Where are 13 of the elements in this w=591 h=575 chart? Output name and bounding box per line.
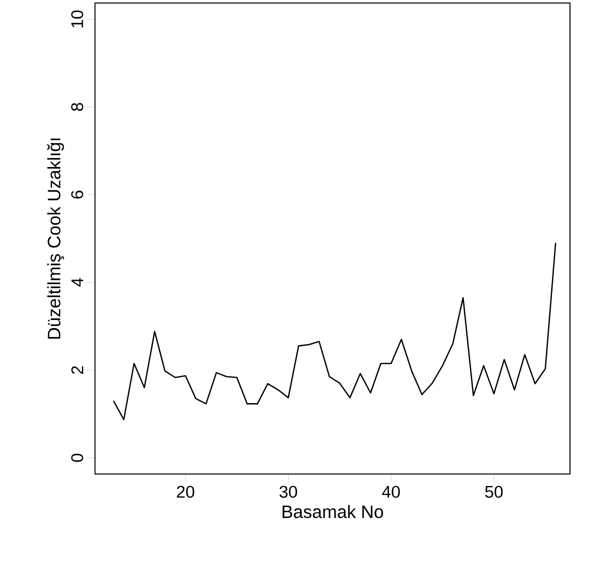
line-series xyxy=(112,242,556,420)
y-tick-label: 2 xyxy=(71,366,84,374)
y-tick-label: 4 xyxy=(72,278,84,287)
x-tick-label: 50 xyxy=(485,486,503,498)
x-axis-title: Basamak No xyxy=(282,504,384,518)
y-axis-title: Düzeltilmiş Cook Uzaklığı xyxy=(47,138,64,339)
y-tick-label: 8 xyxy=(71,102,84,111)
y-tick-label: 6 xyxy=(71,190,84,198)
y-tick-label: 0 xyxy=(71,454,84,462)
x-tick-label: 40 xyxy=(382,486,400,498)
x-tick-label: 30 xyxy=(280,486,298,498)
x-tick-label: 20 xyxy=(176,486,194,498)
y-tick-label: 10 xyxy=(71,10,84,28)
